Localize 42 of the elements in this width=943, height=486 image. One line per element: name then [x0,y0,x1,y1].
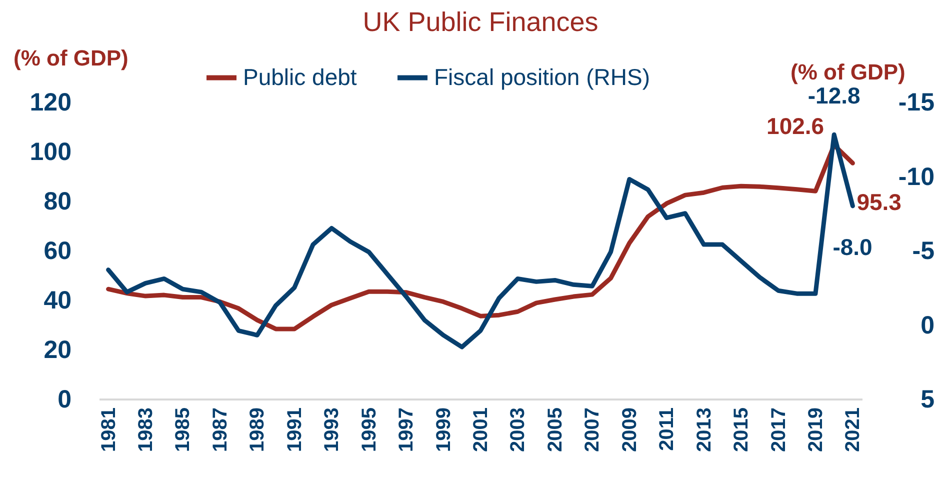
y2-tick-label: -15 [898,88,935,116]
x-tick-label: 1987 [209,408,232,452]
y2-axis-title: (% of GDP) [790,60,906,84]
x-tick-label: 2001 [470,408,492,452]
data-label: -8.0 [832,234,872,260]
y2-tick-label: -5 [912,237,935,265]
x-tick-label: 2015 [730,408,753,452]
legend-label: Public debt [243,64,358,90]
x-tick-label: 2013 [693,408,716,452]
data-label: 95.3 [856,189,902,216]
x-tick-label: 1993 [321,408,344,452]
x-tick-label: 1983 [135,408,158,452]
y-tick-label: 120 [30,88,72,116]
x-tick-label: 2007 [582,408,604,452]
y-tick-label: 0 [58,386,72,414]
x-tick-label: 2019 [804,408,827,452]
x-tick-label: 1985 [172,408,194,452]
x-tick-label: 1981 [98,408,120,452]
x-tick-label: 1995 [358,408,380,452]
x-tick-label: 1991 [284,408,306,452]
y-tick-label: 20 [44,336,72,364]
data-label: -12.8 [808,82,860,109]
chart-title: UK Public Finances [362,7,598,37]
x-tick-label: 2011 [656,408,678,451]
x-tick-label: 1997 [396,408,418,452]
x-tick-label: 2005 [544,408,566,452]
y-tick-label: 80 [44,188,72,216]
y2-tick-label: -10 [898,162,934,191]
y-axis-title: (% of GDP) [14,46,128,70]
x-tick-label: 2009 [618,408,641,452]
x-tick-label: 1989 [246,408,269,452]
legend-label: Fiscal position (RHS) [434,64,650,90]
x-tick-label: 2003 [507,408,530,452]
x-tick-label: 1999 [432,408,455,452]
y2-tick-label: 0 [920,311,934,340]
data-label: 102.6 [766,113,824,140]
y-tick-label: 100 [30,138,72,166]
x-tick-label: 2017 [768,408,790,452]
y-tick-label: 60 [44,237,72,265]
y-tick-label: 40 [44,286,72,314]
x-tick-label: 2021 [842,408,864,452]
y2-tick-label: 5 [920,386,935,414]
